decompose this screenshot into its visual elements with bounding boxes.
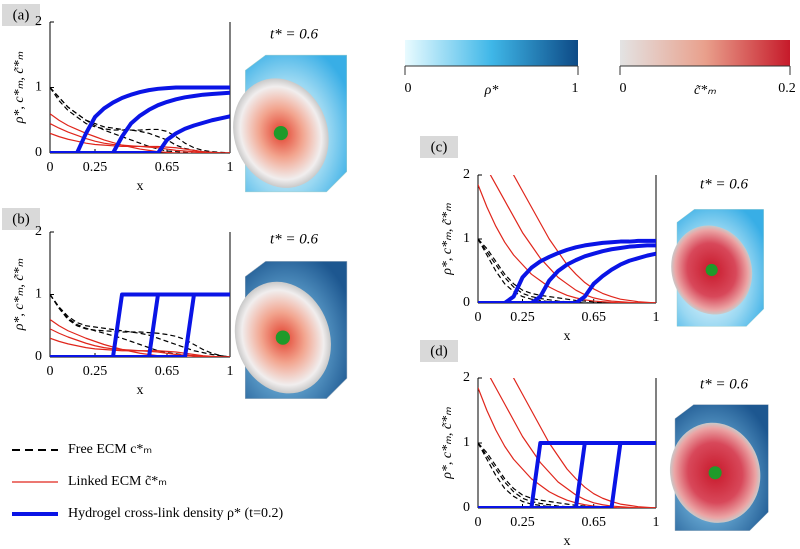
series-line (50, 319, 230, 357)
panel-label-box (420, 136, 458, 158)
y-tick-label: 1 (463, 435, 470, 450)
x-tick-label: 0 (475, 310, 482, 325)
series-line (478, 442, 656, 508)
x-tick-label: 0.25 (83, 364, 108, 379)
series-line (50, 87, 230, 153)
x-tick-label: 1 (227, 364, 234, 379)
panel-label-box (2, 208, 40, 230)
y-tick-label: 0 (35, 145, 42, 160)
y-axis-label: ρ*, c*ₘ, c̃*ₘ (440, 203, 455, 276)
series-line (50, 294, 230, 357)
panel-label: (d) (430, 343, 448, 359)
x-axis-label: x (564, 329, 571, 344)
series-line (478, 441, 656, 508)
y-tick-label: 1 (35, 80, 42, 95)
y-tick-label: 1 (463, 231, 470, 246)
x-tick-label: 0.25 (510, 310, 535, 325)
plots: (a) t* = 0.6 0 1 2 0 0.25 0.65 1 x ρ*, c*ₘ, c̃*ₘ (b… (2, 4, 796, 549)
x-tick-label: 0.25 (510, 515, 535, 530)
legend-label: Hydrogel cross-link density ρ* (t=0.2) (68, 506, 283, 521)
panel-label: (c) (431, 139, 448, 155)
series-line (478, 441, 656, 508)
series-line (478, 238, 656, 303)
x-tick-label: 0.25 (83, 160, 108, 175)
series-line (478, 184, 656, 303)
series-line (478, 442, 656, 508)
panel-label-box (2, 4, 40, 26)
series-line (50, 292, 230, 357)
y-tick-label: 2 (463, 370, 470, 385)
series-line (512, 175, 656, 303)
annotation: t* = 0.6 (270, 26, 319, 42)
y-axis-label: ρ*, c*ₘ, c̃*ₘ (440, 407, 455, 480)
y-tick-label: 1 (35, 287, 42, 302)
x-tick-label: 0.65 (155, 364, 180, 379)
y-axis-label: ρ*, c*ₘ, c̃*ₘ (12, 258, 27, 331)
cube-image (230, 54, 348, 202)
x-tick-label: 0.65 (581, 515, 606, 530)
y-tick-label: 2 (35, 224, 42, 239)
y-tick-label: 0 (35, 349, 42, 364)
series-line (489, 378, 656, 508)
panel-label: (b) (12, 211, 30, 227)
series-line (50, 113, 230, 153)
colorbar-tick-label: 0 (620, 81, 627, 96)
series-line (478, 238, 656, 303)
series-line (50, 85, 230, 153)
x-tick-label: 0 (47, 160, 54, 175)
series-line (478, 387, 656, 508)
series-line (50, 294, 230, 357)
x-axis-label: x (137, 383, 144, 398)
x-tick-label: 0 (475, 515, 482, 530)
series-line (50, 87, 230, 153)
colorbar (405, 40, 578, 66)
panel-label-box (420, 340, 458, 362)
x-tick-label: 1 (653, 310, 660, 325)
series-line (50, 114, 230, 153)
cube-image (658, 208, 766, 327)
y-tick-label: 2 (35, 14, 42, 29)
colorbar-tick-label: 0 (405, 81, 412, 96)
cube-image (230, 260, 348, 408)
series-line (478, 441, 656, 508)
series-line (478, 238, 656, 303)
x-axis-label: x (564, 534, 571, 549)
legend-label: Linked ECM c̃*ₘ (68, 474, 167, 489)
annotation: t* = 0.6 (270, 231, 319, 247)
series-line (478, 251, 656, 303)
panel-label: (a) (13, 7, 30, 23)
colorbar-label: c̃*ₘ (694, 83, 716, 98)
x-tick-label: 1 (653, 515, 660, 530)
x-tick-label: 0 (47, 364, 54, 379)
series-line (50, 337, 230, 357)
series-line (50, 90, 230, 153)
legend-label: Free ECM c*ₘ (68, 442, 152, 457)
series-line (512, 378, 656, 508)
series-line (489, 175, 656, 303)
annotation: t* = 0.6 (700, 176, 749, 192)
colorbar-tick-label: 0.2 (778, 81, 796, 96)
annotation: t* = 0.6 (700, 376, 749, 392)
x-tick-label: 1 (227, 160, 234, 175)
x-tick-label: 0.65 (155, 160, 180, 175)
colorbar (620, 40, 790, 66)
cube-image (658, 404, 772, 534)
x-axis-label: x (137, 179, 144, 194)
colorbar-label: ρ* (484, 83, 499, 98)
series-line (478, 243, 656, 303)
x-tick-label: 0.65 (581, 310, 606, 325)
series-line (478, 442, 656, 508)
y-tick-label: 2 (463, 167, 470, 182)
colorbar-tick-label: 1 (572, 81, 579, 96)
y-tick-label: 0 (463, 500, 470, 515)
y-axis-label: ρ*, c*ₘ, c̃*ₘ (12, 51, 27, 124)
y-tick-label: 0 (463, 295, 470, 310)
